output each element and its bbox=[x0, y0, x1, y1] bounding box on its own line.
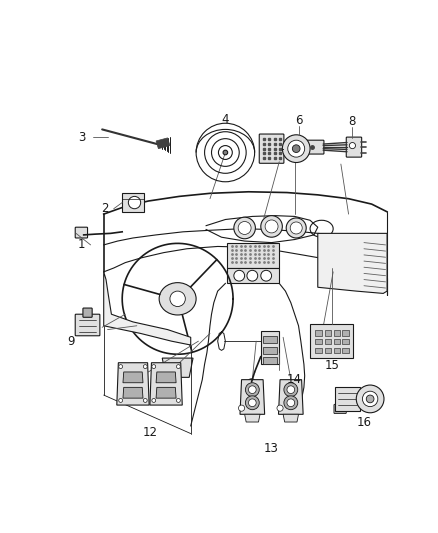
Polygon shape bbox=[333, 348, 339, 353]
Text: 13: 13 bbox=[264, 442, 279, 456]
Polygon shape bbox=[123, 387, 143, 398]
Circle shape bbox=[237, 222, 251, 235]
Circle shape bbox=[118, 365, 122, 368]
Circle shape bbox=[286, 399, 294, 407]
Polygon shape bbox=[103, 272, 190, 345]
Circle shape bbox=[286, 386, 294, 393]
Polygon shape bbox=[149, 363, 182, 405]
Text: 1: 1 bbox=[78, 238, 85, 252]
Polygon shape bbox=[324, 348, 330, 353]
Polygon shape bbox=[315, 330, 321, 336]
Polygon shape bbox=[162, 358, 193, 377]
Text: 8: 8 bbox=[348, 115, 355, 128]
Circle shape bbox=[143, 399, 147, 402]
Circle shape bbox=[128, 196, 140, 209]
Text: 3: 3 bbox=[78, 131, 85, 143]
Polygon shape bbox=[334, 386, 359, 411]
Polygon shape bbox=[117, 363, 149, 405]
FancyBboxPatch shape bbox=[333, 405, 346, 414]
Circle shape bbox=[246, 270, 257, 281]
Circle shape bbox=[170, 291, 185, 306]
Circle shape bbox=[176, 399, 180, 402]
Text: 6: 6 bbox=[294, 115, 302, 127]
FancyBboxPatch shape bbox=[83, 308, 92, 317]
Polygon shape bbox=[342, 330, 348, 336]
Text: 9: 9 bbox=[67, 335, 75, 348]
Circle shape bbox=[245, 396, 259, 410]
Circle shape bbox=[356, 385, 383, 413]
Polygon shape bbox=[226, 243, 279, 268]
Polygon shape bbox=[262, 336, 276, 343]
FancyBboxPatch shape bbox=[305, 140, 323, 154]
Polygon shape bbox=[156, 372, 176, 383]
Circle shape bbox=[245, 383, 259, 397]
Polygon shape bbox=[244, 414, 259, 422]
Circle shape bbox=[286, 218, 306, 238]
Circle shape bbox=[233, 217, 255, 239]
Polygon shape bbox=[324, 339, 330, 344]
Polygon shape bbox=[260, 331, 279, 364]
Polygon shape bbox=[309, 324, 353, 358]
Text: 2: 2 bbox=[101, 202, 108, 215]
Circle shape bbox=[118, 399, 122, 402]
Circle shape bbox=[290, 222, 301, 234]
Circle shape bbox=[362, 391, 377, 407]
Polygon shape bbox=[324, 330, 330, 336]
Circle shape bbox=[349, 142, 355, 149]
Ellipse shape bbox=[159, 282, 196, 315]
Polygon shape bbox=[156, 387, 176, 398]
Circle shape bbox=[365, 395, 373, 403]
Text: 12: 12 bbox=[142, 425, 157, 439]
Polygon shape bbox=[156, 138, 170, 149]
Circle shape bbox=[283, 383, 297, 397]
Circle shape bbox=[223, 150, 227, 155]
Polygon shape bbox=[283, 414, 298, 422]
Circle shape bbox=[248, 386, 256, 393]
Polygon shape bbox=[226, 268, 279, 284]
FancyBboxPatch shape bbox=[75, 227, 87, 238]
FancyBboxPatch shape bbox=[346, 137, 361, 157]
Text: 16: 16 bbox=[356, 416, 371, 429]
Circle shape bbox=[287, 140, 304, 157]
Polygon shape bbox=[123, 372, 143, 383]
Circle shape bbox=[265, 220, 277, 233]
Circle shape bbox=[260, 216, 282, 237]
FancyBboxPatch shape bbox=[75, 314, 99, 336]
Text: 4: 4 bbox=[221, 113, 229, 126]
Text: 15: 15 bbox=[323, 359, 338, 372]
Circle shape bbox=[283, 396, 297, 410]
Circle shape bbox=[152, 365, 155, 368]
Polygon shape bbox=[342, 339, 348, 344]
Circle shape bbox=[176, 365, 180, 368]
Polygon shape bbox=[317, 233, 386, 294]
Circle shape bbox=[282, 135, 309, 163]
Circle shape bbox=[233, 270, 244, 281]
Polygon shape bbox=[262, 357, 276, 364]
Circle shape bbox=[276, 405, 283, 411]
Circle shape bbox=[238, 405, 244, 411]
Circle shape bbox=[152, 399, 155, 402]
Circle shape bbox=[248, 399, 256, 407]
Polygon shape bbox=[262, 346, 276, 354]
Circle shape bbox=[143, 365, 147, 368]
Polygon shape bbox=[240, 379, 264, 414]
Polygon shape bbox=[278, 379, 303, 414]
Polygon shape bbox=[315, 348, 321, 353]
Polygon shape bbox=[342, 348, 348, 353]
Polygon shape bbox=[315, 339, 321, 344]
Circle shape bbox=[260, 270, 271, 281]
Polygon shape bbox=[333, 339, 339, 344]
Polygon shape bbox=[122, 193, 143, 212]
FancyBboxPatch shape bbox=[259, 134, 283, 163]
Circle shape bbox=[292, 145, 300, 152]
Text: 14: 14 bbox=[286, 373, 301, 386]
Polygon shape bbox=[333, 330, 339, 336]
